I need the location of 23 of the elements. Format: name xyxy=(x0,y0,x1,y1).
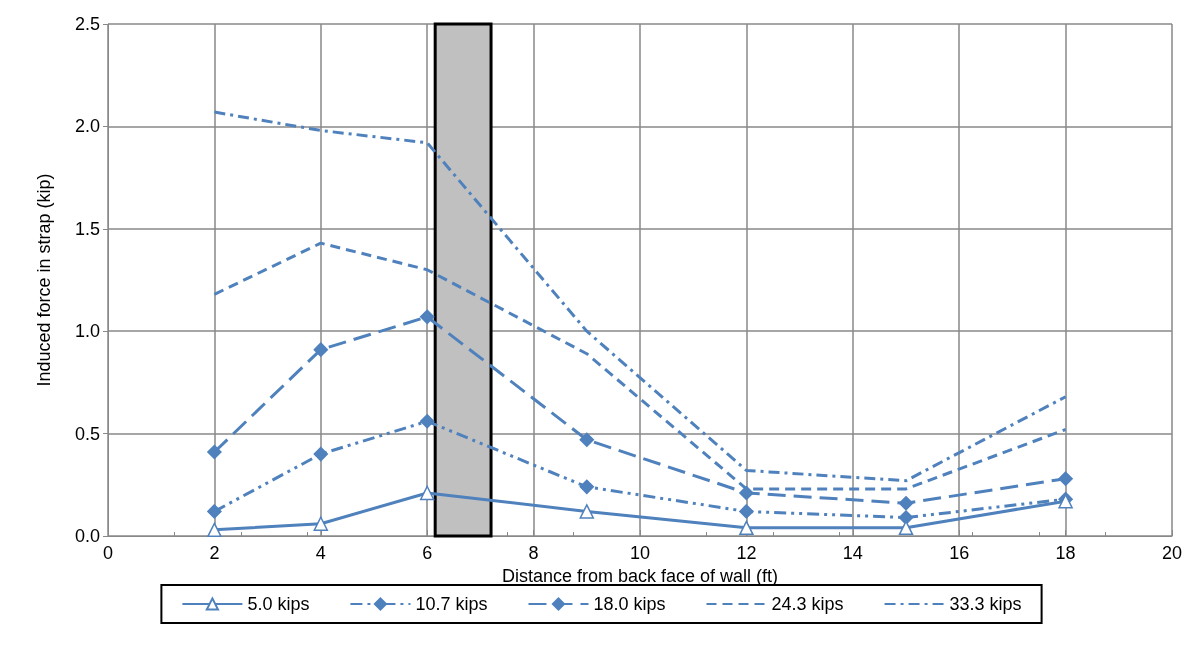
y-axis-title: Induced force in strap (kip) xyxy=(34,173,54,387)
x-tick-label: 12 xyxy=(736,543,757,563)
x-tick-label: 4 xyxy=(315,543,326,563)
legend-label: 5.0 kips xyxy=(247,594,310,614)
x-tick-label: 10 xyxy=(629,543,651,563)
y-tick-label: 0.5 xyxy=(74,423,100,444)
y-tick-label: 0.0 xyxy=(74,526,100,546)
x-tick-label: 18 xyxy=(1055,543,1076,563)
legend-label: 24.3 kips xyxy=(771,594,844,614)
x-tick-label: 0 xyxy=(102,543,114,563)
x-tick-label: 2 xyxy=(209,543,220,563)
legend-label: 10.7 kips xyxy=(415,594,488,614)
y-tick-label: 2.0 xyxy=(74,116,100,137)
x-tick-label: 14 xyxy=(842,543,863,563)
x-tick-label: 6 xyxy=(422,543,433,563)
x-tick-label: 16 xyxy=(949,543,970,563)
x-tick-label: 8 xyxy=(528,543,539,563)
y-tick-label: 1.5 xyxy=(74,218,100,239)
y-tick-label: 1.0 xyxy=(74,321,100,342)
legend-label: 33.3 kips xyxy=(949,594,1022,614)
x-tick-label: 20 xyxy=(1161,543,1183,563)
legend-label: 18.0 kips xyxy=(593,594,666,614)
y-tick-label: 2.5 xyxy=(74,14,100,34)
